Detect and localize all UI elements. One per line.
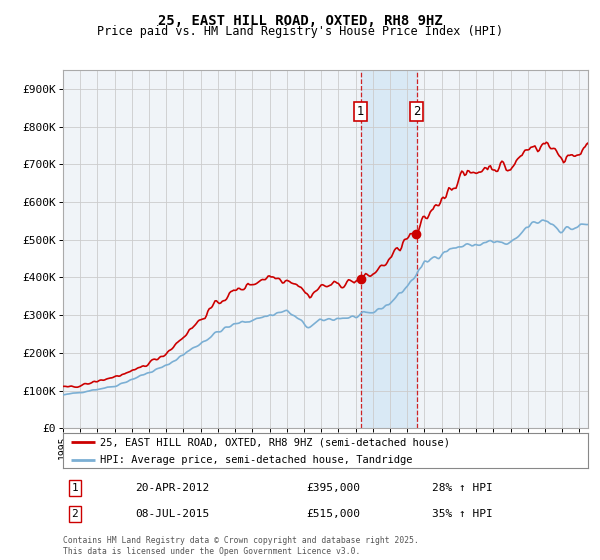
Text: Contains HM Land Registry data © Crown copyright and database right 2025.
This d: Contains HM Land Registry data © Crown c… [63, 536, 419, 556]
Text: 35% ↑ HPI: 35% ↑ HPI [432, 509, 493, 519]
Text: 2: 2 [71, 509, 79, 519]
Text: 25, EAST HILL ROAD, OXTED, RH8 9HZ: 25, EAST HILL ROAD, OXTED, RH8 9HZ [158, 14, 442, 28]
Text: 08-JUL-2015: 08-JUL-2015 [135, 509, 209, 519]
Text: Price paid vs. HM Land Registry's House Price Index (HPI): Price paid vs. HM Land Registry's House … [97, 25, 503, 38]
Text: 20-APR-2012: 20-APR-2012 [135, 483, 209, 493]
Text: 1: 1 [71, 483, 79, 493]
Text: 28% ↑ HPI: 28% ↑ HPI [432, 483, 493, 493]
Text: 1: 1 [357, 105, 365, 118]
Text: £395,000: £395,000 [306, 483, 360, 493]
Bar [361, 70, 416, 428]
Text: HPI: Average price, semi-detached house, Tandridge: HPI: Average price, semi-detached house,… [100, 455, 412, 465]
Text: 25, EAST HILL ROAD, OXTED, RH8 9HZ (semi-detached house): 25, EAST HILL ROAD, OXTED, RH8 9HZ (semi… [100, 437, 450, 447]
Text: 2: 2 [413, 105, 421, 118]
Text: £515,000: £515,000 [306, 509, 360, 519]
